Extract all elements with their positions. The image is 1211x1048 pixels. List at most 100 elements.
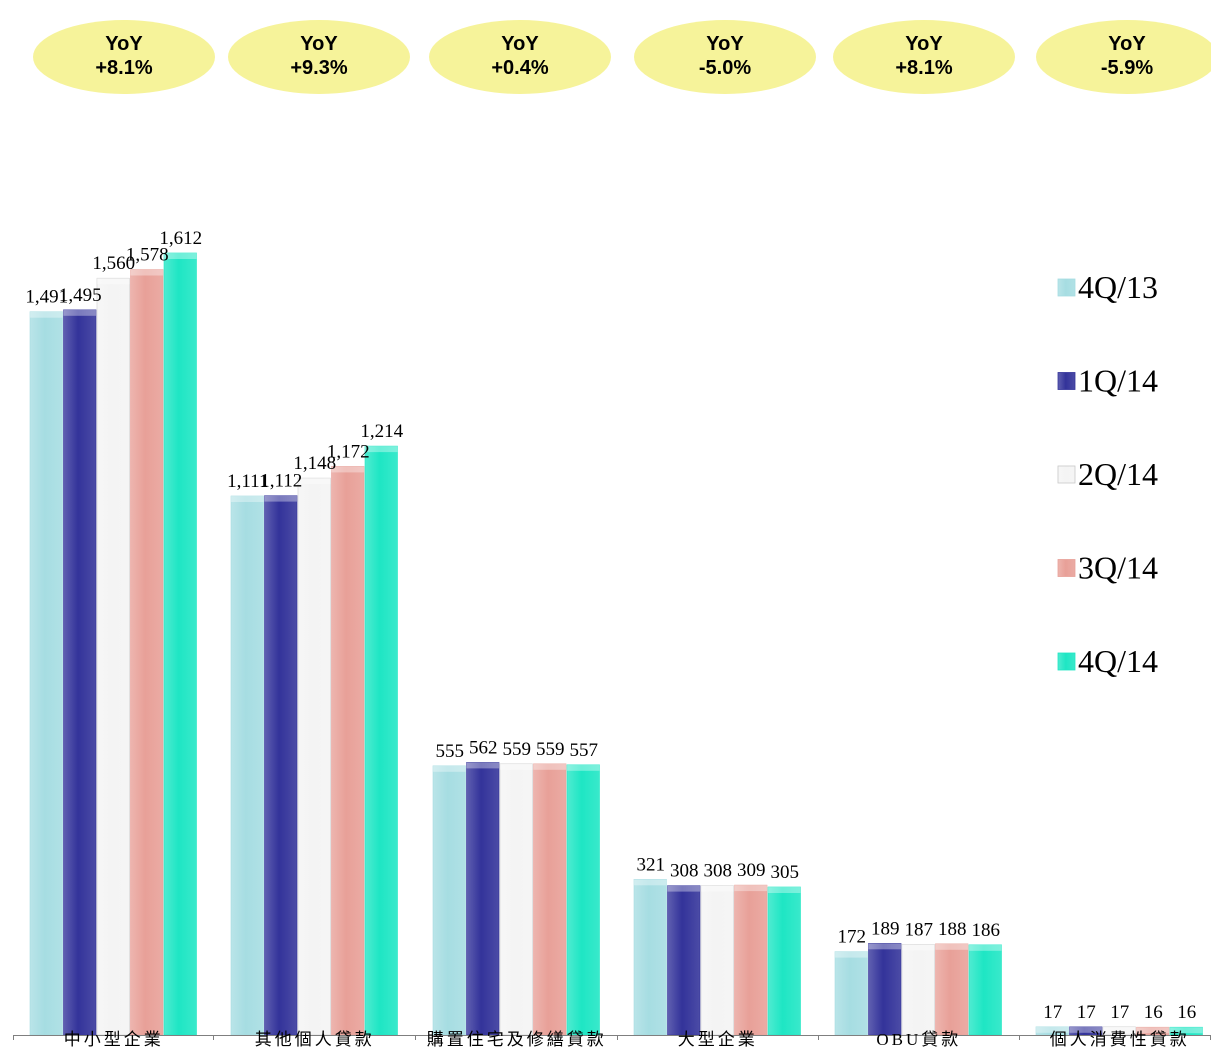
bar-4q-13-1	[29, 311, 63, 1036]
data-label: 321	[637, 854, 666, 875]
data-label: 562	[469, 737, 498, 758]
bar-highlight	[567, 764, 600, 771]
bar-highlight	[97, 278, 130, 285]
data-label: 17	[1110, 1002, 1129, 1023]
bar-4q-13-3	[432, 765, 466, 1036]
yoy-badge-value: +0.4%	[491, 57, 549, 79]
data-label: 16	[1177, 1002, 1196, 1023]
yoy-badge: YoY +0.4%	[429, 20, 611, 94]
bar-highlight	[231, 496, 264, 502]
bar-4q-14-4	[767, 886, 801, 1036]
bar-2q-14-3	[499, 763, 533, 1036]
bar-highlight	[433, 765, 466, 772]
bar-2q-14-5	[901, 943, 935, 1036]
data-label: 17	[1043, 1002, 1062, 1023]
legend: 4Q/13 1Q/14 2Q/14 3Q/14 4Q/14	[1057, 269, 1158, 679]
yoy-badge-value: -5.0%	[698, 57, 752, 79]
legend-label: 2Q/14	[1078, 456, 1158, 492]
bar-1q-14-4	[667, 885, 701, 1036]
bar-4q-14-5	[968, 944, 1002, 1036]
data-label: 1,491	[25, 287, 68, 308]
yoy-badge-label: YoY	[905, 33, 943, 55]
bar-highlight	[1069, 1026, 1102, 1033]
data-label: 1,612	[159, 228, 202, 249]
bar-highlight	[667, 885, 700, 892]
data-label: 187	[905, 919, 934, 940]
data-label: 1,495	[59, 285, 102, 306]
bar-highlight	[365, 446, 398, 453]
bar-highlight	[1170, 1027, 1203, 1034]
bar-2q-14-2	[297, 477, 331, 1036]
bar-highlight	[533, 763, 566, 770]
bar-3q-14-3	[533, 763, 567, 1036]
bar-1q-14-3	[466, 762, 500, 1036]
bar-highlight	[130, 269, 163, 276]
bars-layer	[29, 252, 1203, 1036]
bar-highlight	[835, 951, 868, 958]
legend-label: 4Q/13	[1078, 269, 1158, 305]
bar-highlight	[63, 309, 96, 316]
bar-4q-14-1	[163, 252, 197, 1036]
data-label: 308	[704, 861, 733, 882]
bar-4q-13-5	[834, 951, 868, 1036]
bar-highlight	[701, 885, 734, 892]
x-tick-label: 中小型企業	[64, 1030, 164, 1048]
bar-4q-13-4	[633, 878, 667, 1036]
yoy-badge: YoY +8.1%	[833, 20, 1015, 94]
yoy-badge-label: YoY	[706, 33, 744, 55]
bar-3q-14-1	[130, 269, 164, 1036]
bar-highlight	[634, 879, 667, 886]
bar-4q-14-3	[566, 764, 600, 1036]
data-label: 1,172	[327, 441, 370, 462]
data-label: 1,578	[126, 245, 169, 266]
bar-highlight	[466, 762, 499, 769]
yoy-badge: YoY +9.3%	[228, 20, 410, 94]
bar-highlight	[935, 943, 968, 950]
data-label: 1,560	[92, 253, 135, 274]
bar-highlight	[164, 253, 197, 259]
x-tick-label: 購置住宅及修繕貸款	[427, 1030, 607, 1048]
legend-swatch-1q-14	[1057, 372, 1076, 390]
yoy-badge-row: YoY +8.1% YoY +9.3% YoY +0.4% YoY -5.0% YoY +…	[0, 0, 1211, 110]
bar-highlight	[264, 495, 297, 502]
bar-highlight	[969, 944, 1002, 951]
legend-label: 4Q/14	[1078, 643, 1158, 679]
yoy-badge: YoY -5.9%	[1036, 20, 1211, 94]
data-label: 557	[570, 740, 599, 761]
bar-highlight	[902, 944, 935, 951]
data-label: 16	[1144, 1002, 1163, 1023]
bar-highlight	[1136, 1027, 1169, 1034]
bar-1q-14-2	[264, 495, 298, 1036]
x-axis: 中小型企業 其他個人貸款 購置住宅及修繕貸款 大型企業 OBU貸款 個人消費性貸款	[13, 1030, 1211, 1048]
x-tick-label: 大型企業	[678, 1030, 758, 1048]
yoy-badge-value: -5.9%	[1100, 57, 1154, 79]
bar-2q-14-1	[96, 277, 130, 1036]
x-tick-label: 其他個人貸款	[255, 1030, 375, 1048]
data-label: 1,214	[360, 421, 403, 442]
bar-2q-14-4	[700, 885, 734, 1036]
bar-highlight	[868, 943, 901, 950]
data-label: 188	[938, 919, 967, 940]
data-label: 308	[670, 861, 699, 882]
data-label: 309	[737, 860, 766, 881]
yoy-badge: YoY +8.1%	[33, 20, 215, 94]
yoy-badge-value: +8.1%	[95, 57, 153, 79]
yoy-badge-label: YoY	[300, 33, 338, 55]
data-label: 1,148	[293, 453, 336, 474]
legend-swatch-4q-13	[1057, 278, 1076, 297]
data-label: 17	[1077, 1002, 1096, 1023]
bar-3q-14-4	[734, 884, 768, 1036]
data-label: 555	[436, 741, 465, 762]
bar-highlight	[30, 311, 63, 318]
bar-highlight	[1036, 1026, 1069, 1033]
data-label: 186	[972, 920, 1001, 941]
data-label: 172	[838, 927, 867, 948]
legend-swatch-3q-14	[1057, 559, 1076, 577]
data-label: 189	[871, 918, 900, 939]
x-tick-label: 個人消費性貸款	[1050, 1030, 1190, 1048]
bar-highlight	[298, 478, 331, 485]
bar-highlight	[1103, 1026, 1136, 1033]
yoy-badge-label: YoY	[501, 33, 539, 55]
